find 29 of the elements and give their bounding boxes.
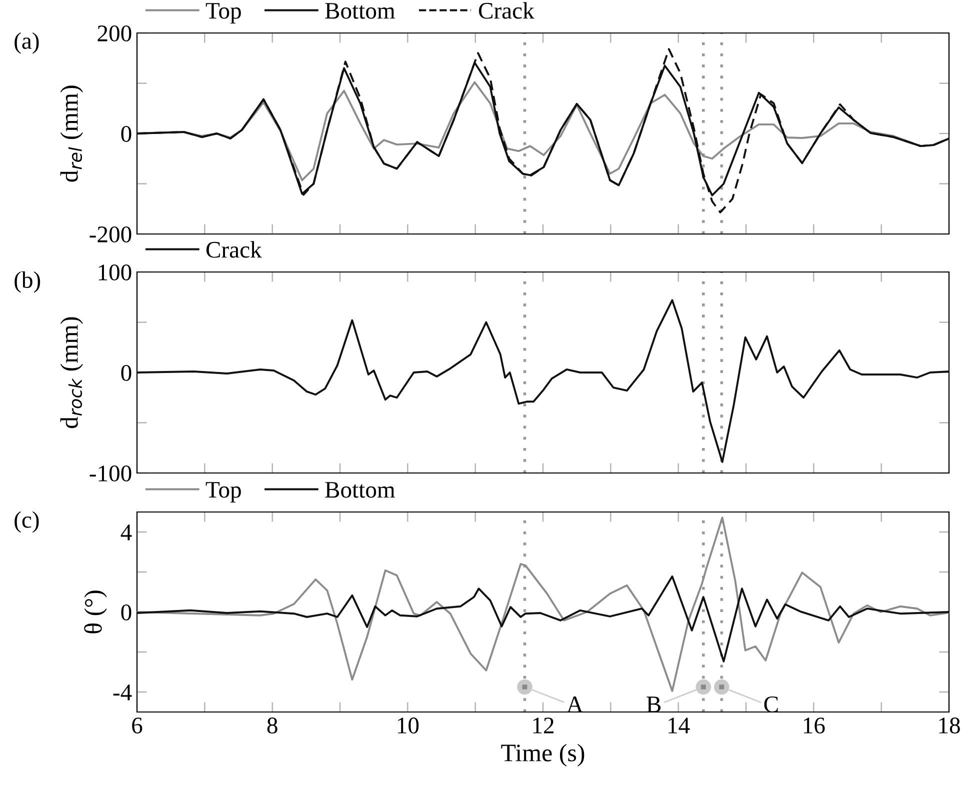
y-tick-label: -200 [90,226,132,242]
x-tick-label: 10 [398,718,419,734]
y-tick-label: 0 [121,126,132,142]
x-tick-label: 16 [804,718,825,734]
y-tick-label: 4 [120,524,132,540]
x-tick-label: 18 [939,718,960,734]
y-axis-title: d$_{rock}$ (mm) [60,317,83,428]
y-tick-label: 100 [98,264,132,280]
y-axis-title: θ (°) [84,590,107,634]
chart-title: (a) [14,32,39,54]
y-tick-label: -100 [90,465,132,482]
legend-label: Crack [478,2,534,19]
legend-label: Bottom [325,482,395,498]
y-tick-label: 0 [121,604,132,620]
y-tick-label: 200 [98,25,132,42]
chart-title: (c) [14,511,39,533]
y-axis-title: d$_{rel}$ (mm) [60,86,83,182]
x-axis-title: Time (s) [501,744,584,766]
legend-label: Crack [206,241,262,258]
legend-label: Top [206,482,241,503]
x-tick-label: 8 [267,718,278,734]
legend-label: Bottom [325,3,395,19]
y-tick-label: 0 [121,364,132,381]
y-tick-label: -4 [113,684,132,700]
legend-label: Top [206,3,241,24]
x-tick-label: 6 [132,718,142,734]
chart-title: (b) [14,271,40,293]
x-tick-label: 14 [668,718,690,734]
x-tick-label: 12 [533,718,554,734]
